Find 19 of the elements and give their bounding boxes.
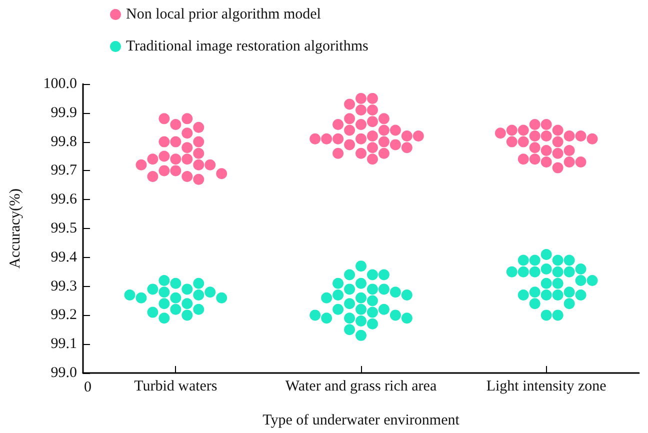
y-tick-label: 99.4 — [50, 249, 78, 266]
y-tick-label: 99.7 — [50, 162, 78, 179]
y-tick-label: 99.8 — [50, 134, 77, 150]
text: 0 — [84, 380, 92, 396]
y-tick-label: 99.3 — [50, 278, 77, 294]
x-axis-title: Type of underwater environment — [262, 412, 460, 428]
y-tick-label: 99.1 — [50, 336, 77, 352]
y-tick-label: 99.6 — [50, 192, 78, 208]
legend-label: Traditional image restoration algorithms — [126, 38, 368, 54]
x-tick-label: Light intensity zone — [486, 378, 607, 394]
y-tick-label: 99.0 — [50, 365, 77, 381]
y-axis-title: Accuracy(%) — [8, 188, 24, 268]
y-tick-label: 99.5 — [50, 220, 77, 236]
x-tick-label: Water and grass rich area — [285, 378, 437, 394]
y-tick-label: 99.9 — [50, 104, 77, 121]
y-tick-label: 100.0 — [43, 76, 77, 92]
y-tick-label: 99.2 — [50, 307, 77, 324]
x-tick-label: Turbid waters — [134, 378, 218, 394]
legend-label: Non local prior algorithm model — [126, 6, 321, 22]
